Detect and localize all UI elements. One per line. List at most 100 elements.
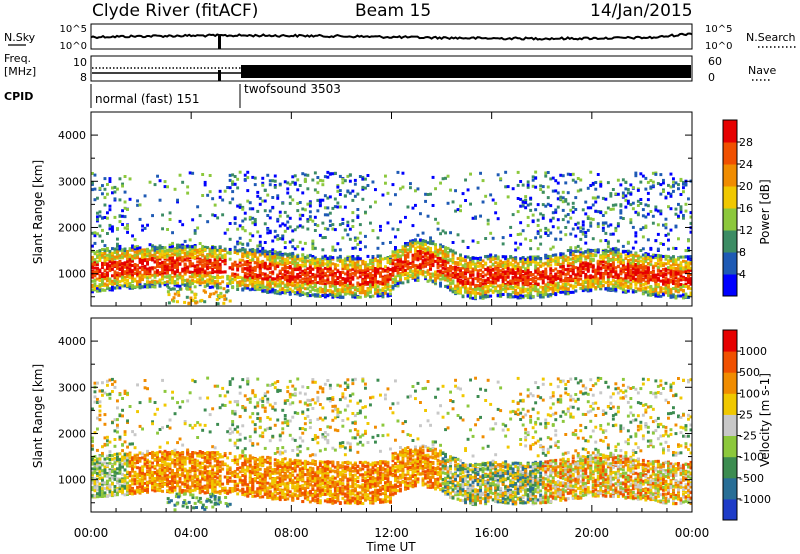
echo-cell — [293, 260, 297, 264]
echo-cell-sparse — [454, 189, 457, 193]
echo-cell — [451, 256, 455, 260]
echo-cell — [424, 277, 427, 281]
echo-cell — [163, 260, 167, 264]
echo-cell — [491, 280, 495, 284]
echo-cell — [121, 272, 124, 276]
echo-cell — [136, 245, 139, 249]
echo-cell — [546, 283, 550, 286]
echo-cell-sparse — [331, 223, 335, 227]
echo-cell — [198, 272, 202, 276]
echo-cell — [246, 286, 250, 290]
cpid-mode-twofsound: twofsound 3503 — [244, 82, 341, 96]
echo-cell — [541, 285, 545, 289]
echo-cell — [371, 276, 375, 280]
echo-cell-sparse — [263, 199, 267, 203]
echo-cell — [278, 269, 282, 273]
echo-cell-sparse — [133, 245, 137, 249]
echo-cell — [491, 289, 495, 293]
echo-cell — [278, 288, 282, 292]
echo-cell — [333, 278, 337, 282]
echo-cell — [251, 287, 255, 291]
echo-cell — [414, 273, 417, 277]
echo-cell — [504, 262, 508, 266]
echo-cell — [231, 265, 235, 269]
echo-cell — [406, 274, 410, 277]
echo-cell-sparse — [544, 226, 548, 230]
echo-cell-sparse — [364, 177, 367, 181]
echo-cell-sparse — [123, 190, 127, 194]
echo-cell-sparse — [276, 234, 280, 238]
echo-cell — [374, 277, 377, 281]
echo-cell — [444, 254, 447, 258]
echo-cell — [554, 288, 558, 292]
echo-cell — [121, 279, 124, 283]
echo-cell — [434, 247, 437, 251]
echo-cell-sparse — [271, 205, 275, 209]
echo-cell — [318, 270, 322, 274]
echo-cell — [481, 296, 485, 300]
echo-cell — [471, 273, 475, 277]
noise-left-label: N.Sky — [4, 31, 36, 44]
echo-cell — [341, 287, 345, 291]
echo-cell — [454, 270, 457, 274]
echo-cell-sparse — [519, 232, 523, 236]
echo-cell — [426, 251, 430, 255]
echo-cell — [176, 258, 179, 262]
echo-cell — [138, 251, 142, 255]
echo-cell — [476, 261, 480, 265]
echo-cell — [93, 274, 97, 278]
echo-cell — [336, 263, 340, 267]
echo-cell — [128, 247, 132, 251]
echo-cell — [263, 265, 267, 269]
echo-cell — [128, 248, 132, 252]
echo-cell — [291, 272, 295, 276]
echo-cell — [556, 269, 560, 273]
echo-cell — [506, 283, 510, 287]
echo-cell-sparse — [213, 203, 217, 207]
echo-cell — [281, 287, 285, 291]
echo-cell-sparse — [296, 225, 300, 229]
echo-cell — [161, 249, 164, 253]
echo-cell — [203, 264, 207, 267]
echo-cell — [439, 243, 442, 247]
echo-cell-sparse — [156, 246, 159, 250]
echo-cell — [496, 276, 500, 280]
echo-cell — [559, 274, 563, 277]
echo-cell-sparse — [441, 177, 445, 181]
echo-cell — [168, 268, 172, 272]
echo-cell — [351, 295, 355, 299]
echo-cell — [261, 265, 265, 269]
echo-cell — [424, 252, 427, 256]
echo-cell — [376, 254, 380, 258]
echo-cell — [431, 242, 435, 245]
echo-cell — [216, 260, 220, 264]
echo-cell — [426, 256, 430, 260]
echo-cell-sparse — [446, 201, 450, 205]
echo-cell — [471, 291, 475, 295]
echo-cell — [298, 271, 302, 275]
echo-cell — [356, 260, 360, 264]
echo-cell — [123, 284, 127, 288]
echo-cell — [489, 268, 493, 272]
echo-cell-sparse — [226, 186, 230, 189]
echo-cell — [101, 280, 104, 284]
echo-cell — [91, 275, 94, 279]
echo-cell-sparse — [241, 219, 245, 223]
echo-cell — [564, 287, 568, 290]
echo-cell — [496, 284, 500, 288]
echo-cell — [379, 266, 382, 270]
echo-cell — [426, 270, 430, 274]
echo-cell-sparse — [491, 198, 495, 202]
echo-cell — [153, 275, 157, 279]
echo-cell-sparse — [108, 227, 112, 231]
echo-cell — [524, 257, 528, 261]
echo-cell — [261, 289, 265, 293]
echo-cell-sparse — [454, 209, 457, 213]
echo-cell — [456, 291, 460, 295]
echo-cell — [519, 295, 523, 299]
echo-cell — [316, 267, 320, 270]
echo-cell-sparse — [559, 230, 563, 234]
echo-cell-sparse — [326, 227, 330, 231]
echo-cell — [283, 276, 287, 280]
